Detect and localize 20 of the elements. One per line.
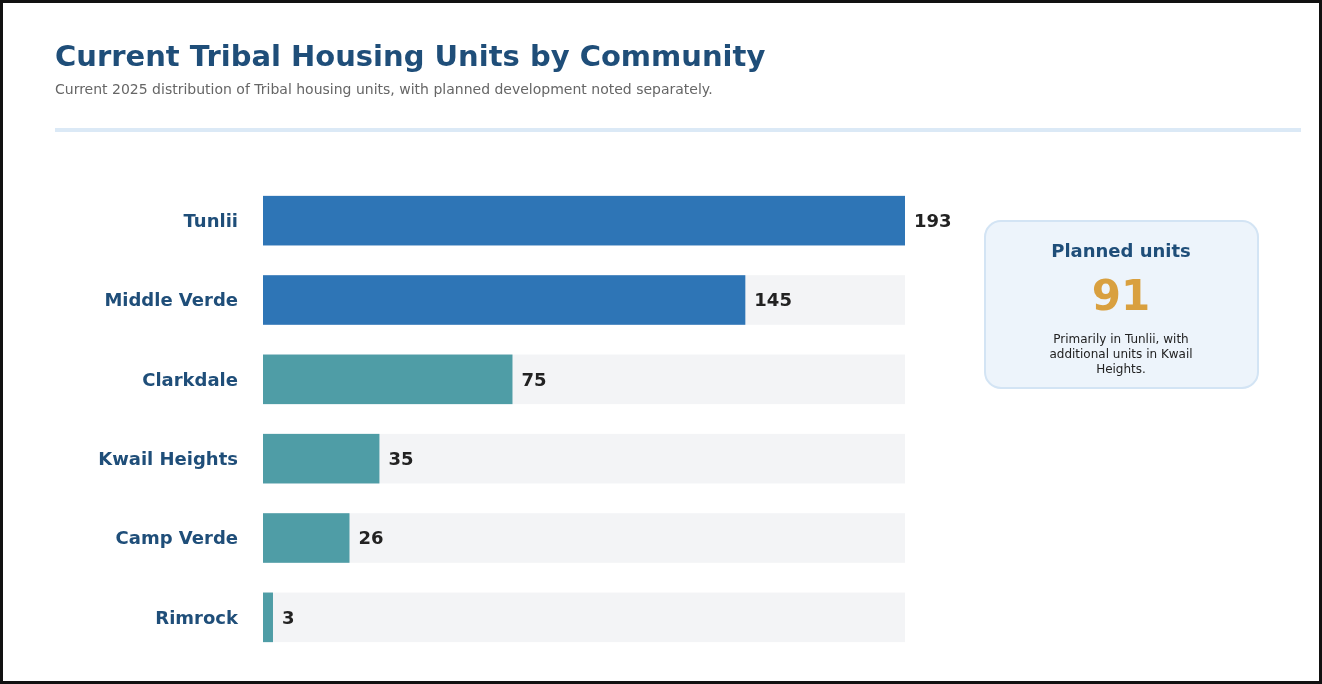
text: 91 bbox=[1091, 271, 1151, 320]
y-tick-label: Rimrock bbox=[155, 606, 240, 628]
text: Planned units bbox=[1051, 240, 1191, 261]
data-label: 193 bbox=[914, 209, 952, 231]
text: Primarily in Tunlii, with additional units in Kwail Heights. bbox=[1049, 332, 1193, 376]
data-label: 26 bbox=[358, 527, 384, 549]
bar bbox=[263, 433, 380, 484]
y-tick-label: Camp Verde bbox=[115, 527, 238, 549]
y-tick-label: Clarkdale bbox=[142, 368, 238, 390]
chart-subtitle: Current 2025 distribution of Tribal housing units, with planned development noted separately. bbox=[55, 81, 713, 97]
y-tick-label: Middle Verde bbox=[104, 289, 238, 311]
y-tick-label: Tunlii bbox=[183, 209, 238, 231]
data-label: 145 bbox=[754, 289, 792, 311]
data-label: 75 bbox=[521, 368, 547, 390]
bar bbox=[263, 513, 350, 563]
bar bbox=[263, 592, 273, 643]
chart-title: Current Tribal Housing Units by Community bbox=[55, 39, 766, 73]
y-tick-label: Kwail Heights bbox=[98, 447, 238, 469]
data-label: 35 bbox=[388, 447, 414, 469]
data-label: 3 bbox=[281, 606, 295, 628]
